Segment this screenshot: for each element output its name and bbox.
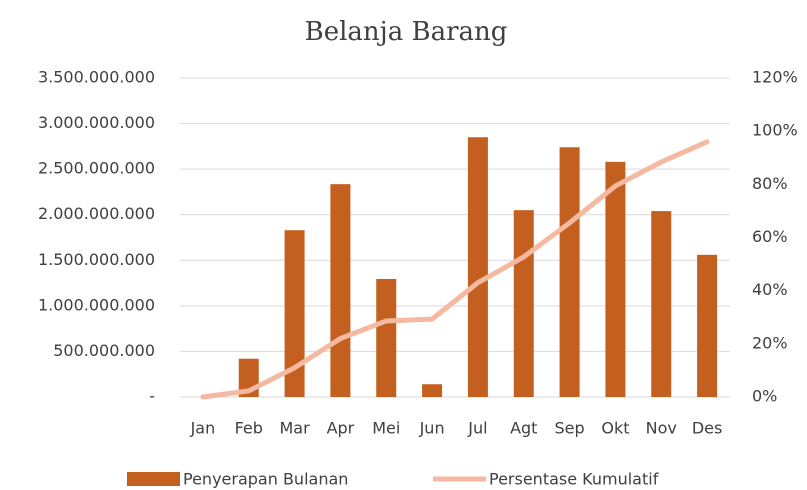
x-tick-label: Apr [327, 419, 355, 438]
x-tick-label: Jul [467, 419, 487, 438]
y2-tick-label: 100% [752, 121, 798, 140]
y-tick-label: 2.500.000.000 [38, 159, 155, 178]
y2-tick-label: 20% [752, 333, 788, 352]
y2-tick-label: 120% [752, 68, 798, 87]
x-tick-label: Agt [510, 419, 537, 438]
y2-tick-label: 40% [752, 280, 788, 299]
y-tick-label: 3.000.000.000 [38, 113, 155, 132]
bar [651, 211, 672, 397]
x-tick-label: Mei [372, 419, 400, 438]
chart-title: Belanja Barang [305, 17, 508, 47]
y-tick-label: 500.000.000 [53, 341, 155, 360]
bar [559, 147, 580, 397]
x-tick-label: Feb [235, 419, 263, 438]
bar [422, 384, 443, 397]
bar [605, 161, 626, 397]
bar [330, 184, 351, 397]
y-tick-label: 1.000.000.000 [38, 295, 155, 314]
x-tick-label: Nov [646, 419, 677, 438]
y2-tick-label: 80% [752, 174, 788, 193]
y-tick-label: 3.500.000.000 [38, 68, 155, 87]
y-tick-label: 2.000.000.000 [38, 204, 155, 223]
x-tick-label: Jun [419, 419, 445, 438]
y2-tick-label: 60% [752, 227, 788, 246]
x-tick-label: Mar [279, 419, 310, 438]
line [200, 139, 710, 400]
bar [697, 254, 718, 397]
x-tick-label: Okt [601, 419, 629, 438]
y-tick-label: 1.500.000.000 [38, 250, 155, 269]
x-tick-label: Des [692, 419, 723, 438]
legend-label: Persentase Kumulatif [489, 470, 659, 489]
y2-tick-label: 0% [752, 387, 777, 406]
y-tick-label: - [149, 387, 155, 406]
bar [376, 278, 397, 397]
bar [467, 137, 488, 397]
x-tick-label: Sep [555, 419, 585, 438]
legend-swatch [127, 472, 180, 486]
legend-label: Penyerapan Bulanan [183, 470, 348, 489]
bar [513, 210, 534, 397]
x-tick-label: Jan [190, 419, 216, 438]
bar [284, 230, 305, 397]
